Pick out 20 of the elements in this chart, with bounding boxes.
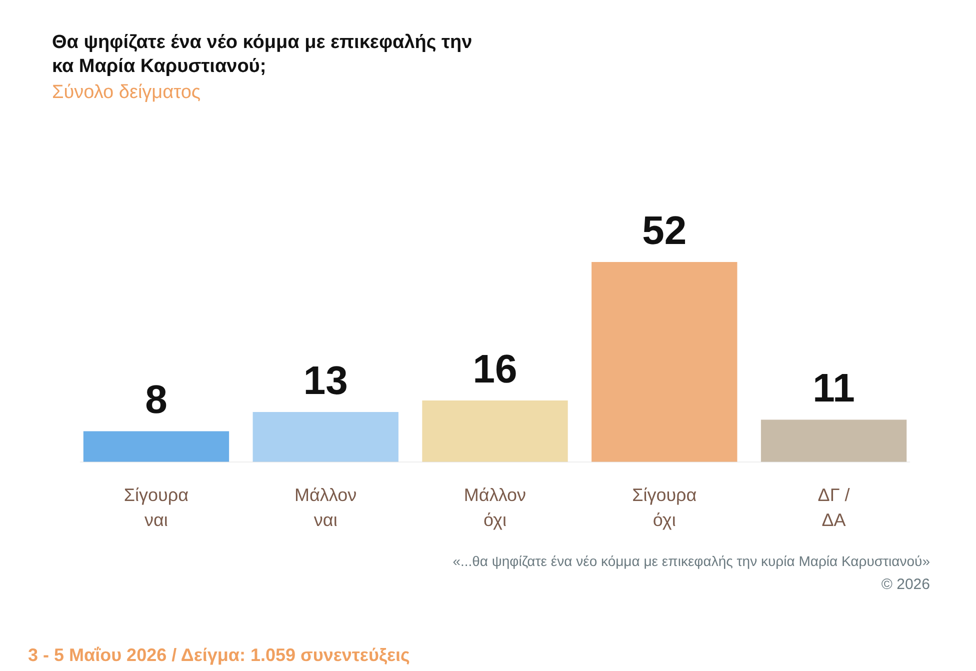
data-label: 13 bbox=[303, 359, 348, 403]
chart-title: Θα ψηφίζατε ένα νέο κόμμα με επικεφαλής την κα Μαρία Καρυστιανού; bbox=[52, 32, 472, 77]
data-label: 11 bbox=[812, 366, 855, 411]
chart-subtitle: Σύνολο δείγματος bbox=[52, 82, 201, 103]
bar bbox=[252, 412, 398, 462]
text: «...θα ψηφίζατε ένα νέο κόμμα με επικεφαλής την κυρία Μαρία Καρυστιανού» bbox=[452, 553, 930, 569]
x-tick-label: Σίγουρα όχι bbox=[632, 485, 697, 530]
bar bbox=[422, 400, 568, 462]
x-tick-label: ΔΓ / ΔΑ bbox=[818, 485, 850, 530]
text: © 2026 bbox=[881, 576, 930, 593]
data-label: 52 bbox=[642, 209, 687, 253]
x-tick-label: Σίγουρα ναι bbox=[124, 485, 189, 530]
data-label: 8 bbox=[145, 378, 168, 422]
bar bbox=[592, 262, 738, 462]
bar bbox=[83, 431, 230, 462]
data-label: 16 bbox=[472, 347, 518, 392]
bar bbox=[760, 420, 907, 462]
x-tick-label: Μάλλον όχι bbox=[464, 485, 526, 530]
x-tick-label: Μάλλον ναι bbox=[294, 485, 357, 530]
text: 3 - 5 Μαΐου 2026 / Δείγμα: 1.059 συνεντεύξεις bbox=[28, 645, 410, 665]
